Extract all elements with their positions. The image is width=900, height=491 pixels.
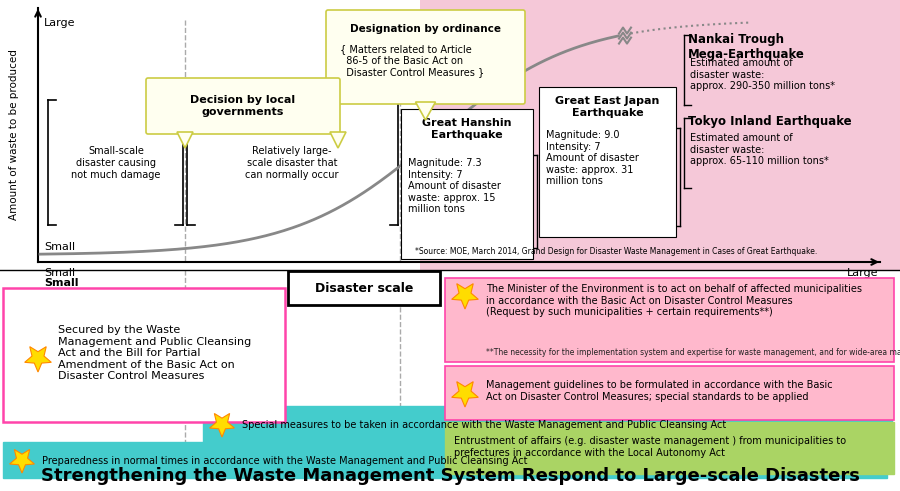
Text: Secured by the Waste
Management and Public Cleansing
Act and the Bill for Partia: Secured by the Waste Management and Publ…: [58, 325, 251, 382]
Text: Small-scale
disaster causing
not much damage: Small-scale disaster causing not much da…: [71, 146, 161, 180]
Text: Great Hanshin
Earthquake: Great Hanshin Earthquake: [422, 118, 512, 139]
Text: Entrustment of affairs (e.g. disaster waste management ) from municipalities to
: Entrustment of affairs (e.g. disaster wa…: [454, 436, 846, 458]
Text: **The necessity for the implementation system and expertise for waste management: **The necessity for the implementation s…: [486, 348, 900, 357]
Text: *Source: MOE, March 2014, Grand Design for Disaster Waste Management in Cases of: *Source: MOE, March 2014, Grand Design f…: [415, 247, 817, 256]
FancyBboxPatch shape: [539, 87, 676, 237]
Text: Small: Small: [44, 242, 75, 252]
Text: Magnitude: 7.3
Intensity: 7
Amount of disaster
waste: approx. 15
million tons: Magnitude: 7.3 Intensity: 7 Amount of di…: [408, 158, 501, 215]
FancyBboxPatch shape: [3, 288, 285, 422]
Text: Small: Small: [44, 268, 75, 278]
Text: Tokyo Inland Earthquake: Tokyo Inland Earthquake: [688, 115, 851, 128]
Text: Special measures to be taken in accordance with the Waste Management and Public : Special measures to be taken in accordan…: [242, 420, 726, 430]
Polygon shape: [24, 347, 51, 372]
Text: Large: Large: [842, 278, 878, 288]
Polygon shape: [177, 132, 193, 148]
FancyBboxPatch shape: [203, 406, 892, 442]
FancyBboxPatch shape: [146, 78, 340, 134]
Text: Great East Japan
Earthquake: Great East Japan Earthquake: [555, 96, 660, 118]
Text: Magnitude: 9.0
Intensity: 7
Amount of disaster
waste: approx. 31
million tons: Magnitude: 9.0 Intensity: 7 Amount of di…: [546, 130, 639, 187]
Polygon shape: [10, 449, 34, 473]
Text: Management guidelines to be formulated in accordance with the Basic
Act on Disas: Management guidelines to be formulated i…: [486, 380, 832, 402]
Text: Estimated amount of
disaster waste:
approx. 290-350 million tons*: Estimated amount of disaster waste: appr…: [690, 58, 835, 91]
Polygon shape: [210, 413, 234, 437]
Text: Decision by local
governments: Decision by local governments: [191, 95, 295, 117]
FancyBboxPatch shape: [288, 271, 440, 305]
Polygon shape: [330, 132, 346, 148]
Polygon shape: [452, 284, 478, 309]
FancyBboxPatch shape: [326, 10, 525, 104]
Polygon shape: [420, 0, 900, 270]
FancyBboxPatch shape: [445, 278, 894, 362]
Polygon shape: [0, 0, 420, 270]
Text: Preparedness in normal times in accordance with the Waste Management and Public : Preparedness in normal times in accordan…: [42, 456, 527, 466]
Text: Disaster scale: Disaster scale: [315, 281, 413, 295]
Text: Estimated amount of
disaster waste:
approx. 65-110 million tons*: Estimated amount of disaster waste: appr…: [690, 133, 829, 166]
Text: Designation by ordinance: Designation by ordinance: [350, 24, 501, 34]
FancyBboxPatch shape: [3, 442, 887, 478]
FancyBboxPatch shape: [445, 366, 894, 420]
Text: Amount of waste to be produced: Amount of waste to be produced: [9, 50, 19, 220]
Text: { Matters related to Article
  86-5 of the Basic Act on
  Disaster Control Measu: { Matters related to Article 86-5 of the…: [340, 44, 484, 77]
Text: Strengthening the Waste Management System Respond to Large-scale Disasters: Strengthening the Waste Management Syste…: [40, 467, 859, 485]
Text: Large: Large: [44, 18, 76, 28]
Polygon shape: [416, 102, 436, 120]
Text: Large: Large: [847, 268, 878, 278]
FancyBboxPatch shape: [445, 422, 894, 474]
Text: Small: Small: [44, 278, 78, 288]
Text: The Minister of the Environment is to act on behalf of affected municipalities
i: The Minister of the Environment is to ac…: [486, 284, 862, 317]
Text: Relatively large-
scale disaster that
can normally occur: Relatively large- scale disaster that ca…: [245, 146, 338, 180]
FancyBboxPatch shape: [401, 109, 533, 259]
Polygon shape: [452, 382, 478, 407]
Text: Nankai Trough
Mega-Earthquake: Nankai Trough Mega-Earthquake: [688, 33, 805, 61]
